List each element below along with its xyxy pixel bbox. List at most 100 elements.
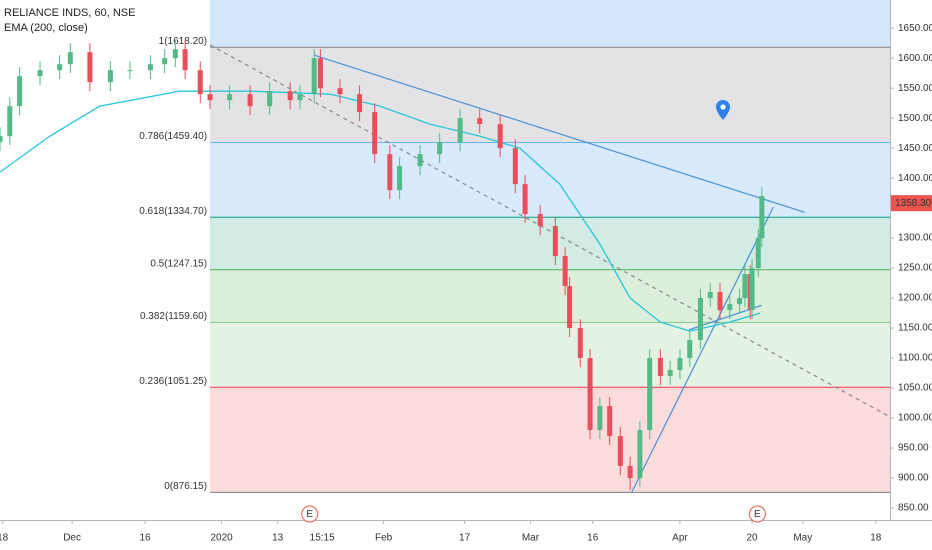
x-tick-label: Feb — [375, 533, 393, 544]
candle-body — [627, 466, 633, 479]
x-tick-label: 18 — [0, 533, 9, 544]
x-tick-label: 16 — [140, 533, 152, 544]
y-tick-label: 1250.00 — [898, 263, 932, 274]
background — [210, 0, 891, 493]
fib-label: 0.5(1247.15) — [150, 258, 207, 269]
candle-body — [87, 52, 93, 83]
candle-body — [537, 214, 543, 227]
candle-body — [717, 292, 723, 311]
candle-body — [617, 436, 623, 467]
candle-body — [227, 94, 233, 101]
y-tick-label: 1650.00 — [898, 23, 932, 34]
fib-band — [210, 322, 891, 388]
candle-body — [267, 91, 273, 107]
x-tick-label: 17 — [459, 533, 471, 544]
candle-body — [552, 226, 558, 257]
candle-body — [667, 370, 673, 377]
y-tick-label: 900.00 — [898, 473, 929, 484]
candle-body — [637, 430, 643, 479]
x-tick-label: Dec — [63, 533, 81, 544]
candle-body — [477, 118, 483, 125]
fib-band — [210, 0, 891, 48]
y-tick-label: 1400.00 — [898, 173, 932, 184]
candle-body — [317, 58, 323, 89]
candle-body — [437, 142, 443, 155]
y-tick-label: 1450.00 — [898, 143, 932, 154]
candle-body — [297, 94, 303, 101]
y-tick-label: 1200.00 — [898, 293, 932, 304]
y-tick-label: 1050.00 — [898, 383, 932, 394]
fib-label: 0.236(1051.25) — [139, 376, 207, 387]
candle-body — [727, 304, 733, 311]
candle-body — [497, 124, 503, 149]
x-tick-label: May — [793, 533, 812, 544]
candle-body — [247, 94, 253, 107]
candle-body — [57, 64, 63, 71]
candle-body — [182, 49, 188, 71]
x-tick-label: Apr — [672, 533, 688, 544]
fib-label: 0.786(1459.40) — [139, 131, 207, 142]
indicator-label: EMA (200, close) — [4, 22, 88, 34]
candle-body — [311, 58, 317, 95]
fib-label: 0(876.15) — [164, 481, 207, 492]
candle-body — [107, 70, 113, 83]
candle-body — [587, 358, 593, 431]
candle-body — [337, 88, 343, 95]
candle-body — [372, 112, 378, 155]
y-tick-label: 1300.00 — [898, 233, 932, 244]
last-price-tag — [891, 195, 932, 212]
x-tick-label: 20 — [746, 533, 758, 544]
candle-body — [647, 358, 653, 431]
candle-body — [697, 298, 703, 341]
y-tick-label: 1550.00 — [898, 83, 932, 94]
ema-line — [0, 90, 761, 332]
crosshair-label: 15:15 — [310, 533, 335, 544]
x-tick-label: 16 — [587, 533, 599, 544]
candle-body — [562, 256, 568, 287]
candle-body — [147, 64, 153, 71]
candle-body — [0, 136, 3, 143]
candle-body — [67, 52, 73, 65]
candle-body — [457, 118, 463, 143]
candle-body — [755, 238, 761, 269]
candle-body — [207, 94, 213, 101]
fib-band — [210, 387, 891, 493]
candle-body — [172, 49, 178, 59]
candle-body — [657, 358, 663, 377]
last-price-label: 1358.30 — [895, 198, 932, 209]
fib-label: 1(1618.20) — [159, 36, 207, 47]
y-tick-label: 1100.00 — [898, 353, 932, 364]
candle-body — [287, 91, 293, 101]
candle-body — [737, 298, 743, 305]
fib-label: 0.618(1334.70) — [139, 206, 207, 217]
x-tick-label: 13 — [272, 533, 284, 544]
candle-body — [759, 196, 765, 239]
fib-label: 0.382(1159.60) — [140, 311, 207, 322]
candle-body — [397, 166, 403, 191]
fib-band — [210, 142, 891, 218]
event-marker — [748, 505, 766, 523]
candle-body — [512, 148, 518, 185]
fib-band — [210, 217, 891, 270]
trendline — [313, 54, 805, 213]
event-label: E — [306, 509, 313, 520]
x-tick-label: Mar — [522, 533, 540, 544]
candle-body — [567, 286, 573, 329]
y-tick-label: 1150.00 — [898, 323, 932, 334]
candle-body — [7, 106, 13, 137]
candle-body — [162, 58, 168, 65]
candle-body — [742, 274, 748, 299]
map-pin-icon — [716, 100, 730, 120]
candle-body — [37, 70, 43, 77]
candle-body — [577, 328, 583, 359]
y-tick-label: 950.00 — [898, 443, 929, 454]
y-tick-label: 850.00 — [898, 503, 929, 514]
candle-body — [197, 70, 203, 95]
candle-body — [607, 406, 613, 437]
event-marker — [301, 505, 319, 523]
fib-band — [210, 269, 891, 323]
trendline — [631, 206, 774, 493]
event-label: E — [754, 509, 761, 520]
candle-body — [597, 406, 603, 431]
